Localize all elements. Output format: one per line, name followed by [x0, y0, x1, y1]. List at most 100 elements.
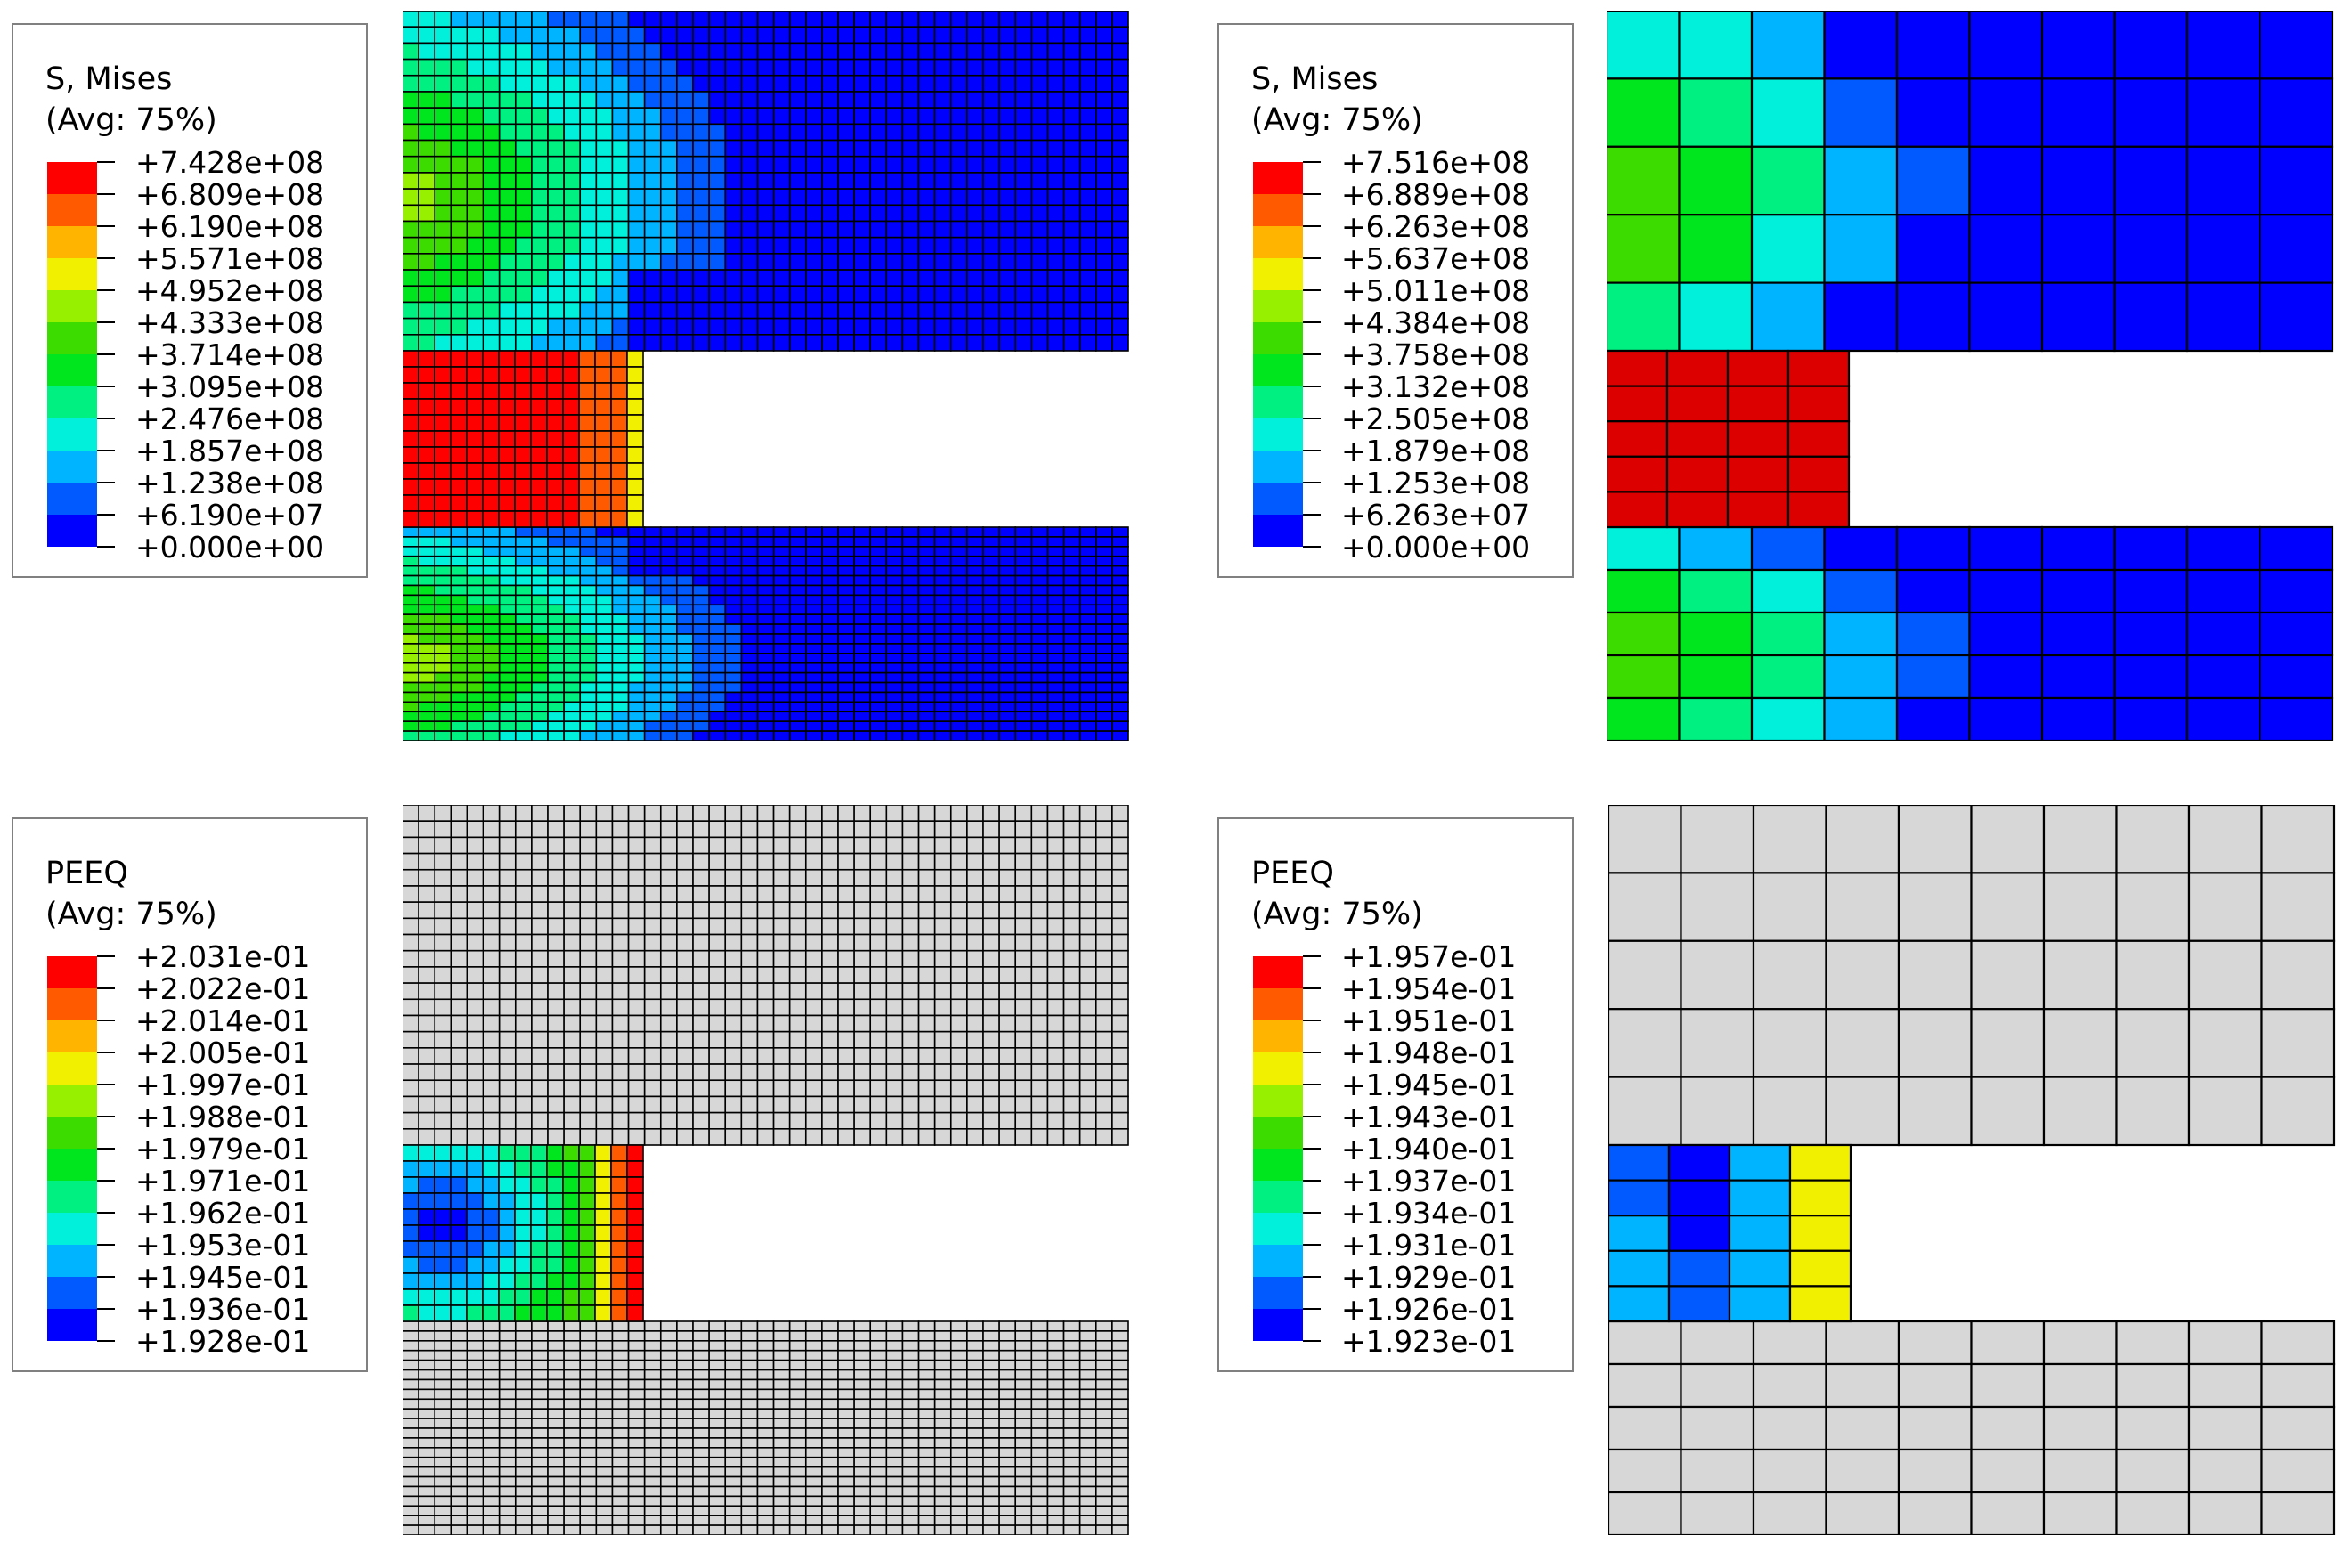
mesh-element [514, 730, 533, 741]
mesh-element [982, 662, 1000, 674]
mesh-element [933, 536, 952, 548]
mesh-element [821, 74, 839, 93]
mesh-element [547, 982, 565, 1001]
mesh-element [434, 836, 452, 855]
mesh-element [611, 998, 630, 1017]
legend-value: +1.954e-01 [1341, 971, 1516, 1006]
mesh-element [498, 1398, 517, 1410]
mesh-element [869, 1378, 888, 1391]
mesh-element [804, 42, 823, 61]
mesh-element [2187, 1448, 2263, 1494]
mesh-element [1030, 1320, 1049, 1332]
mesh-element [578, 462, 596, 480]
mesh-element [933, 613, 952, 625]
mesh-element [708, 901, 727, 920]
mesh-element [626, 1304, 644, 1322]
mesh-element [821, 536, 839, 548]
mesh-element [1680, 1362, 1755, 1409]
mesh-element [1046, 730, 1065, 741]
mesh-element [772, 74, 791, 93]
mesh-element [949, 11, 968, 28]
mesh-element [933, 1437, 952, 1449]
legend-value: +1.937e-01 [1341, 1164, 1516, 1198]
mesh-element [692, 933, 710, 952]
mesh-element [627, 11, 646, 28]
mesh-element [901, 1359, 920, 1371]
mesh-element [627, 334, 646, 352]
mesh-element [627, 653, 646, 664]
mesh-element [531, 1095, 549, 1114]
mesh-element [788, 1475, 807, 1488]
mesh-element [627, 584, 646, 597]
mesh-element [901, 1505, 920, 1516]
mesh-element [966, 720, 984, 732]
mesh-element [901, 949, 920, 968]
mesh-element [482, 633, 501, 645]
mesh-element [403, 691, 419, 703]
mesh-element [1014, 604, 1033, 615]
mesh-element [450, 982, 468, 1001]
mesh-element [1608, 1285, 1671, 1323]
mesh-element [595, 565, 614, 577]
mesh-element [627, 526, 646, 538]
mesh-element [626, 382, 644, 400]
mesh-element [418, 350, 435, 368]
mesh-element [1014, 269, 1033, 288]
mesh-element [595, 204, 614, 223]
mesh-element [692, 604, 710, 615]
mesh-element [869, 852, 888, 871]
mesh-element [434, 1378, 452, 1391]
mesh-element [804, 933, 823, 952]
mesh-element [1897, 1320, 1973, 1366]
mesh-element [676, 574, 694, 587]
mesh-element [692, 317, 710, 336]
mesh-element [885, 1408, 904, 1419]
mesh-element [933, 868, 952, 887]
mesh-element [1825, 1448, 1900, 1494]
mesh-element [756, 671, 775, 684]
mesh-element [837, 1418, 855, 1429]
mesh-element [949, 565, 968, 577]
mesh-element [659, 805, 678, 822]
mesh-element [450, 662, 468, 674]
mesh-element [563, 1398, 582, 1410]
mesh-element [1046, 107, 1065, 126]
mesh-element [933, 1485, 952, 1498]
mesh-element [466, 1047, 484, 1065]
mesh-element [2042, 1320, 2118, 1366]
mesh-element [1111, 285, 1129, 304]
mesh-element [676, 1079, 694, 1098]
mesh-element [482, 720, 501, 732]
mesh-element [450, 1128, 468, 1146]
mesh-element [821, 236, 839, 255]
mesh-element [1095, 107, 1113, 126]
mesh-element [998, 662, 1017, 674]
mesh-element [933, 42, 952, 61]
mesh-element [966, 526, 984, 538]
mesh-element [1014, 565, 1033, 577]
mesh-element [611, 204, 630, 223]
mesh-element [498, 1030, 517, 1049]
mesh-element [1665, 491, 1730, 529]
mesh-element [1968, 654, 2044, 700]
mesh-element [853, 1063, 872, 1082]
mesh-element [466, 536, 484, 548]
mesh-element [1078, 633, 1097, 645]
mesh-element [595, 269, 614, 288]
mesh-element [885, 334, 904, 352]
mesh-element [1111, 1014, 1129, 1033]
mesh-element [466, 1079, 484, 1098]
mesh-element [1046, 1515, 1065, 1526]
mesh-element [514, 220, 533, 239]
mesh-element [966, 1466, 984, 1478]
legend-swatch [47, 1277, 97, 1309]
mesh-element [482, 1014, 501, 1033]
mesh-element [562, 1160, 580, 1178]
mesh-element [450, 536, 468, 548]
mesh-element [740, 820, 759, 839]
mesh-element [1062, 11, 1081, 28]
mesh-element [1608, 805, 1682, 874]
mesh-element [450, 1408, 468, 1419]
mesh-element [837, 107, 855, 126]
mesh-element [514, 1160, 532, 1178]
